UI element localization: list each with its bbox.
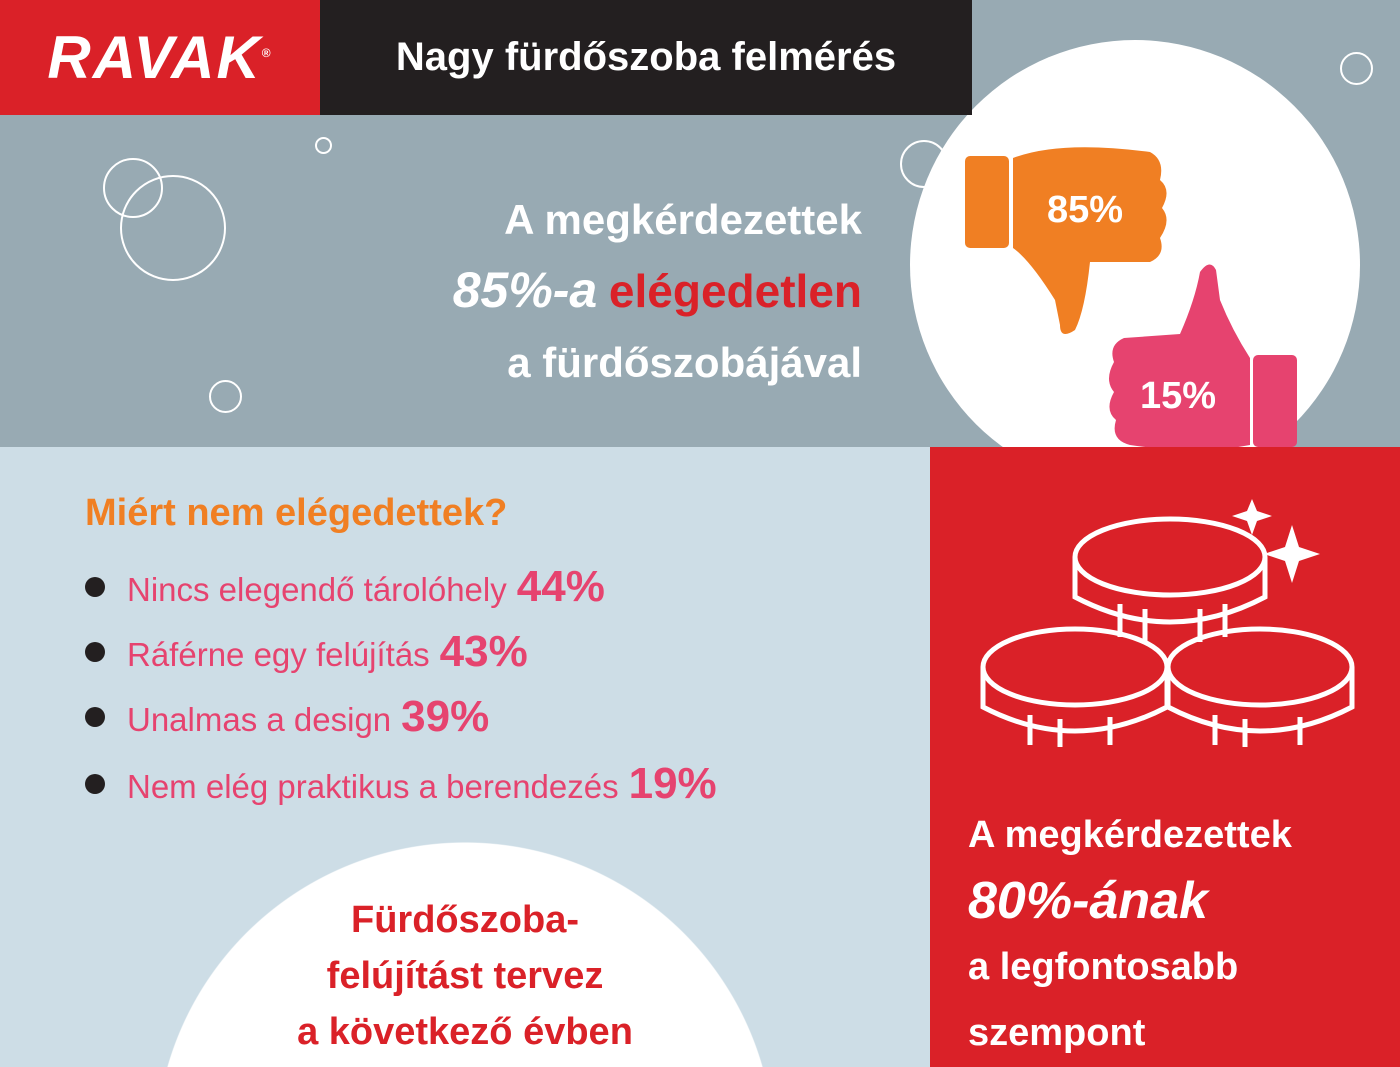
money-line: A megkérdezettek [968,814,1292,856]
brand-logo: RAVAK® [47,23,272,92]
page-title: Nagy fürdőszoba felmérés [320,0,972,115]
thumbs-up-value: 15% [1140,375,1216,417]
money-section: A megkérdezettek 80%-ának a legfontosabb… [930,447,1400,1067]
thumbs-icons: 85% 15% [965,147,1297,450]
thumbs-down-icon [965,147,1167,334]
bubble-decoration [315,137,332,154]
headline-percent: 85%-a [452,262,598,318]
thumbs-up-icon [1109,264,1297,450]
reason-value: 44% [516,562,605,611]
reason-label: Nincs elegendő tárolóhely [127,571,507,608]
registered-mark: ® [261,46,273,60]
money-line: szempont [968,1012,1146,1054]
brand-logo-box: RAVAK® [0,0,320,115]
reason-item: Unalmas a design 39% [85,692,489,742]
reason-value: 43% [439,627,528,676]
thumbs-circle: 85% 15% [910,40,1360,490]
headline-line3: a fürdőszobájával [507,339,862,386]
money-text: A megkérdezettek 80%-ának a legfontosabb… [968,802,1292,1066]
sparkle-icon [1232,499,1272,535]
plan-circle [155,842,775,1067]
headline-line1: A megkérdezettek [504,196,862,243]
brand-name: RAVAK [47,24,262,91]
reason-item: Nem elég praktikus a berendezés 19% [85,759,717,809]
bubble-decoration [1340,52,1373,85]
plan-line: a következő évben [297,1011,633,1053]
reasons-heading: Miért nem elégedettek? [85,492,508,534]
plan-line: felújítást tervez [326,955,604,997]
headline: A megkérdezettek 85%-a elégedetlen a für… [453,185,862,398]
reason-label: Unalmas a design [127,701,392,738]
reason-value: 39% [401,692,490,741]
headline-highlight: elégedetlen [608,265,862,317]
reason-value: 19% [628,759,717,808]
reason-item: Ráférne egy felújítás 43% [85,627,528,677]
thumbs-down-value: 85% [1047,189,1123,231]
reason-label: Nem elég praktikus a berendezés [127,768,619,805]
money-percent: 80%-ának [968,872,1208,930]
bubble-decoration [120,175,226,281]
plan-line: Fürdőszoba- [351,899,579,941]
bullet-icon [85,577,105,597]
money-line: a legfontosabb [968,946,1239,988]
reason-item: Nincs elegendő tárolóhely 44% [85,562,605,612]
bullet-icon [85,774,105,794]
plan-text: Fürdőszoba- felújítást tervez a következ… [155,892,775,1060]
reason-label: Ráférne egy felújítás [127,636,430,673]
bubble-decoration [209,380,242,413]
bullet-icon [85,707,105,727]
sparkle-icon [1264,525,1320,583]
reasons-section: Miért nem elégedettek? Nincs elegendő tá… [0,447,930,1067]
coins-icon [980,499,1355,747]
bullet-icon [85,642,105,662]
